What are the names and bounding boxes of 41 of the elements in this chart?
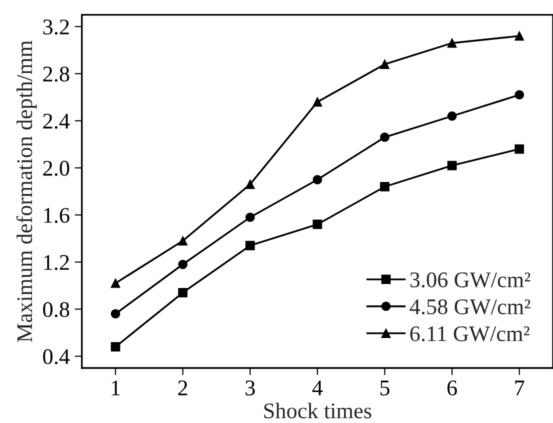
x-axis-title: Shock times <box>264 402 372 418</box>
point <box>380 132 390 142</box>
x-tick-label: 2 <box>178 380 188 396</box>
legend-label: 3.06 GW/cm² <box>410 272 530 288</box>
y-tick-label: 1.2 <box>44 255 69 270</box>
legend-label: 4.58 GW/cm² <box>410 299 530 314</box>
x-tick-label: 3 <box>246 380 255 396</box>
x-tick-label: 6 <box>447 380 457 396</box>
point <box>514 144 524 154</box>
point <box>110 278 120 288</box>
point <box>380 182 390 192</box>
point <box>514 90 524 100</box>
point <box>312 174 322 184</box>
y-tick-label: 0.8 <box>43 302 70 318</box>
x-tick-label: 7 <box>515 380 524 396</box>
y-tick-label: 2.4 <box>43 114 70 129</box>
x-tick-label: 4 <box>312 380 323 396</box>
y-tick-label: 3.2 <box>43 20 69 35</box>
point <box>447 38 457 48</box>
point <box>178 260 188 270</box>
x-tick-label: 1 <box>112 380 120 396</box>
y-tick-label: 1.6 <box>44 208 70 223</box>
point <box>245 180 255 190</box>
y-tick-label: 0.4 <box>43 349 70 364</box>
x-tick-label: 5 <box>380 380 390 396</box>
point <box>245 240 255 250</box>
point <box>447 111 457 121</box>
point <box>178 236 188 246</box>
point <box>245 212 255 222</box>
y-axis-title: Maximum deformation depth/mm <box>16 40 37 342</box>
point <box>514 31 524 41</box>
point <box>312 97 322 107</box>
point <box>110 342 120 352</box>
y-tick-label: 2.8 <box>43 66 70 82</box>
legend-label: 6.11 GW/cm² <box>410 326 530 342</box>
point <box>312 220 322 230</box>
y-tick-label: 2.0 <box>43 160 70 176</box>
point <box>178 288 188 298</box>
point <box>110 309 120 319</box>
point <box>380 60 390 69</box>
point <box>447 160 457 170</box>
